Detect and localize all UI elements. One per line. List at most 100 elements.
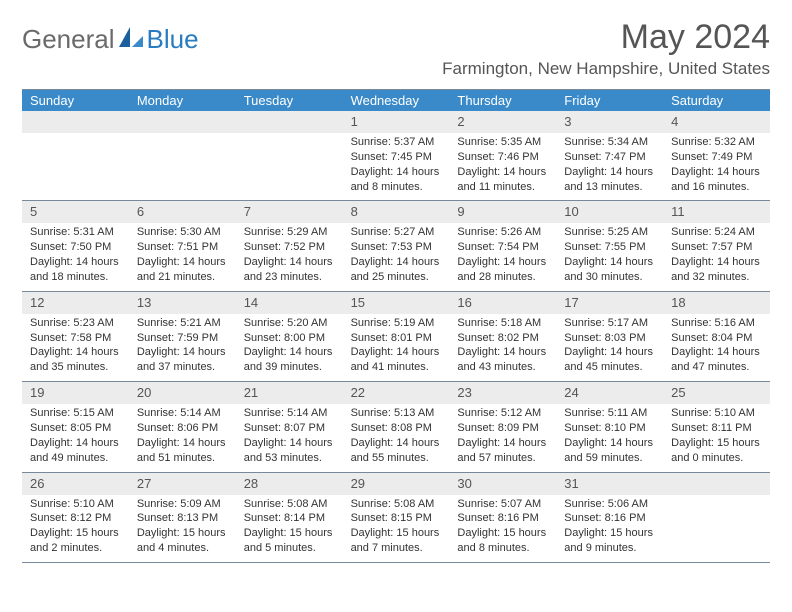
day-cell: 7Sunrise: 5:29 AMSunset: 7:52 PMDaylight… <box>236 201 343 290</box>
logo-text-general: General <box>22 24 115 55</box>
empty-daynum-row <box>236 111 343 133</box>
day-number-row: 29 <box>343 473 450 495</box>
day-data: Sunrise: 5:34 AMSunset: 7:47 PMDaylight:… <box>556 133 663 200</box>
empty-cell <box>129 111 236 200</box>
day-cell: 20Sunrise: 5:14 AMSunset: 8:06 PMDayligh… <box>129 382 236 471</box>
day-cell: 8Sunrise: 5:27 AMSunset: 7:53 PMDaylight… <box>343 201 450 290</box>
day-cell: 27Sunrise: 5:09 AMSunset: 8:13 PMDayligh… <box>129 473 236 562</box>
day-number: 14 <box>244 295 258 310</box>
day-number-row: 27 <box>129 473 236 495</box>
day-number-row: 21 <box>236 382 343 404</box>
day-cell: 15Sunrise: 5:19 AMSunset: 8:01 PMDayligh… <box>343 292 450 381</box>
day-number: 31 <box>564 476 578 491</box>
day-number: 2 <box>457 114 464 129</box>
calendar: SundayMondayTuesdayWednesdayThursdayFrid… <box>22 89 770 563</box>
logo-sail-icon <box>119 27 145 54</box>
day-number: 23 <box>457 385 471 400</box>
title-block: May 2024 Farmington, New Hampshire, Unit… <box>442 18 770 79</box>
day-cell: 31 Sunrise: 5:06 AMSunset: 8:16 PMDayligh… <box>556 473 663 562</box>
day-cell: 6 Sunrise: 5:30 AMSunset: 7:51 PMDaylight… <box>129 201 236 290</box>
day-number: 12 <box>30 295 44 310</box>
day-number-row: 13 <box>129 292 236 314</box>
day-number: 22 <box>351 385 365 400</box>
day-cell: 4 Sunrise: 5:32 AMSunset: 7:49 PMDaylight… <box>663 111 770 200</box>
day-cell: 1 Sunrise: 5:37 AMSunset: 7:45 PMDaylight… <box>343 111 450 200</box>
day-number: 13 <box>137 295 151 310</box>
day-cell: 29Sunrise: 5:08 AMSunset: 8:15 PMDayligh… <box>343 473 450 562</box>
day-data: Sunrise: 5:35 AMSunset: 7:46 PMDaylight:… <box>449 133 556 200</box>
weeks-container: 1 Sunrise: 5:37 AMSunset: 7:45 PMDaylight… <box>22 111 770 563</box>
day-data: Sunrise: 5:32 AMSunset: 7:49 PMDaylight:… <box>663 133 770 200</box>
day-number: 1 <box>351 114 358 129</box>
day-number: 11 <box>671 204 685 219</box>
day-number-row: 5 <box>22 201 129 223</box>
day-number: 6 <box>137 204 144 219</box>
day-number: 4 <box>671 114 678 129</box>
header: General Blue May 2024 Farmington, New Ha… <box>22 18 770 79</box>
day-header: Thursday <box>449 90 556 111</box>
empty-daynum-row <box>663 473 770 495</box>
day-header: Tuesday <box>236 90 343 111</box>
day-data: Sunrise: 5:31 AMSunset: 7:50 PMDaylight:… <box>22 223 129 290</box>
week-row: 19 Sunrise: 5:15 AMSunset: 8:05 PMDayligh… <box>22 382 770 472</box>
day-number-row: 25 <box>663 382 770 404</box>
day-data: Sunrise: 5:25 AMSunset: 7:55 PMDaylight:… <box>556 223 663 290</box>
day-number: 26 <box>30 476 44 491</box>
week-row: 1 Sunrise: 5:37 AMSunset: 7:45 PMDaylight… <box>22 111 770 201</box>
day-data: Sunrise: 5:11 AMSunset: 8:10 PMDaylight:… <box>556 404 663 471</box>
day-number-row: 22 <box>343 382 450 404</box>
day-headers: SundayMondayTuesdayWednesdayThursdayFrid… <box>22 90 770 111</box>
day-cell: 30Sunrise: 5:07 AMSunset: 8:16 PMDayligh… <box>449 473 556 562</box>
day-cell: 21Sunrise: 5:14 AMSunset: 8:07 PMDayligh… <box>236 382 343 471</box>
empty-cell <box>236 111 343 200</box>
day-number-row: 23 <box>449 382 556 404</box>
day-data: Sunrise: 5:30 AMSunset: 7:51 PMDaylight:… <box>129 223 236 290</box>
day-data: Sunrise: 5:09 AMSunset: 8:13 PMDaylight:… <box>129 495 236 562</box>
day-number-row: 19 <box>22 382 129 404</box>
day-number: 28 <box>244 476 258 491</box>
day-data: Sunrise: 5:10 AMSunset: 8:12 PMDaylight:… <box>22 495 129 562</box>
day-cell: 13Sunrise: 5:21 AMSunset: 7:59 PMDayligh… <box>129 292 236 381</box>
day-number: 25 <box>671 385 685 400</box>
day-cell: 24 Sunrise: 5:11 AMSunset: 8:10 PMDayligh… <box>556 382 663 471</box>
day-data: Sunrise: 5:06 AMSunset: 8:16 PMDaylight:… <box>556 495 663 562</box>
week-row: 5Sunrise: 5:31 AMSunset: 7:50 PMDaylight… <box>22 201 770 291</box>
day-number: 24 <box>564 385 578 400</box>
day-number-row: 31 <box>556 473 663 495</box>
day-number-row: 11 <box>663 201 770 223</box>
day-cell: 28Sunrise: 5:08 AMSunset: 8:14 PMDayligh… <box>236 473 343 562</box>
day-number-row: 14 <box>236 292 343 314</box>
day-number-row: 20 <box>129 382 236 404</box>
logo-text-blue: Blue <box>147 24 199 55</box>
day-number: 8 <box>351 204 358 219</box>
day-number: 19 <box>30 385 44 400</box>
day-number: 21 <box>244 385 258 400</box>
day-number: 7 <box>244 204 251 219</box>
empty-daynum-row <box>129 111 236 133</box>
day-number-row: 1 <box>343 111 450 133</box>
day-number-row: 17 <box>556 292 663 314</box>
day-data: Sunrise: 5:12 AMSunset: 8:09 PMDaylight:… <box>449 404 556 471</box>
location: Farmington, New Hampshire, United States <box>442 59 770 79</box>
day-number: 29 <box>351 476 365 491</box>
day-data: Sunrise: 5:15 AMSunset: 8:05 PMDaylight:… <box>22 404 129 471</box>
day-number-row: 28 <box>236 473 343 495</box>
day-number-row: 18 <box>663 292 770 314</box>
day-cell: 17Sunrise: 5:17 AMSunset: 8:03 PMDayligh… <box>556 292 663 381</box>
day-data: Sunrise: 5:37 AMSunset: 7:45 PMDaylight:… <box>343 133 450 200</box>
day-cell: 18Sunrise: 5:16 AMSunset: 8:04 PMDayligh… <box>663 292 770 381</box>
day-cell: 22Sunrise: 5:13 AMSunset: 8:08 PMDayligh… <box>343 382 450 471</box>
day-cell: 9Sunrise: 5:26 AMSunset: 7:54 PMDaylight… <box>449 201 556 290</box>
day-number-row: 2 <box>449 111 556 133</box>
day-number: 10 <box>564 204 578 219</box>
day-header: Friday <box>556 90 663 111</box>
day-number: 3 <box>564 114 571 129</box>
day-number-row: 8 <box>343 201 450 223</box>
day-number-row: 30 <box>449 473 556 495</box>
day-number: 9 <box>457 204 464 219</box>
day-data: Sunrise: 5:24 AMSunset: 7:57 PMDaylight:… <box>663 223 770 290</box>
day-cell: 5Sunrise: 5:31 AMSunset: 7:50 PMDaylight… <box>22 201 129 290</box>
day-number-row: 10 <box>556 201 663 223</box>
day-data: Sunrise: 5:07 AMSunset: 8:16 PMDaylight:… <box>449 495 556 562</box>
day-header: Saturday <box>663 90 770 111</box>
